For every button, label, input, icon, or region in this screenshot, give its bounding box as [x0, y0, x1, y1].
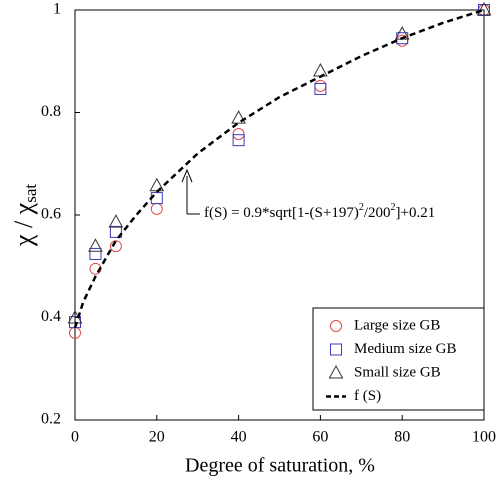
- legend-label: f (S): [354, 388, 381, 404]
- annotation-arrowhead: [181, 168, 193, 183]
- y-tick-label: 0.6: [41, 206, 61, 223]
- y-tick-label: 0.4: [41, 308, 61, 325]
- x-axis-label: Degree of saturation, %: [185, 455, 375, 477]
- y-label-sub: sat: [21, 184, 40, 203]
- y-tick-label: 1: [53, 1, 61, 18]
- legend-label: Small size GB: [354, 364, 441, 380]
- triangle-marker: [108, 214, 124, 228]
- square-marker: [232, 134, 245, 147]
- circle-marker: [109, 240, 122, 253]
- annotation-part: /200: [364, 205, 391, 221]
- annotation-part: 2: [359, 202, 364, 213]
- legend-label: Medium size GB: [354, 341, 457, 357]
- triangle-marker: [88, 238, 103, 252]
- y-label-main: χ / χ: [9, 202, 38, 247]
- x-tick-label: 60: [312, 429, 328, 446]
- legend-marker: [330, 343, 342, 356]
- x-tick-label: 40: [231, 429, 247, 446]
- x-tick-label: 0: [71, 429, 79, 446]
- x-tick-label: 100: [472, 429, 496, 446]
- circle-marker: [150, 202, 163, 215]
- triangle-marker: [231, 110, 246, 124]
- circle-marker: [314, 79, 327, 92]
- annotation: f(S) = 0.9*sqrt[1-(S+197)2/2002]+0.21: [204, 202, 435, 221]
- legend-label: Large size GB: [354, 317, 440, 333]
- x-tick-label: 80: [394, 429, 410, 446]
- y-axis-label: χ / χsat: [9, 184, 40, 247]
- square-marker: [89, 247, 102, 260]
- square-marker: [109, 225, 122, 238]
- y-tick-label: 0.8: [41, 103, 61, 120]
- annotation-part: 2: [391, 202, 396, 213]
- annotation-part: f(S) = 0.9*sqrt[1-(S+197): [204, 205, 359, 221]
- x-tick-label: 20: [149, 429, 165, 446]
- annotation-part: ]+0.21: [396, 205, 436, 221]
- y-tick-label: 0.2: [41, 411, 61, 428]
- triangle-marker: [476, 1, 492, 16]
- triangle-marker: [313, 62, 328, 77]
- legend-marker: [330, 320, 342, 332]
- fit-curve: [73, 8, 485, 329]
- circle-marker: [232, 128, 245, 141]
- legend-marker: [328, 364, 344, 379]
- square-marker: [314, 82, 327, 95]
